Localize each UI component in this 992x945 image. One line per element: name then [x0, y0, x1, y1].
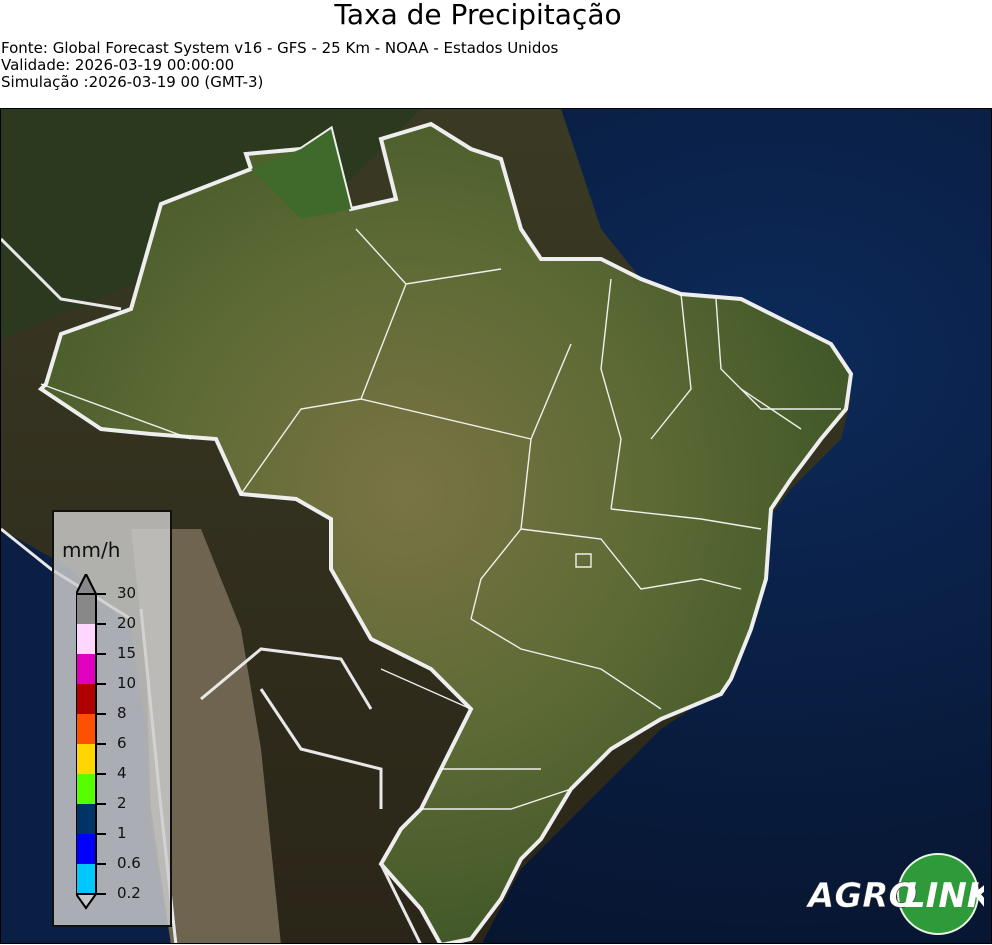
precipitation-map	[0, 108, 992, 944]
colorbar-bin	[76, 594, 96, 624]
colorbar-bin	[76, 864, 96, 894]
colorbar-bin	[76, 804, 96, 834]
basemap	[1, 109, 854, 943]
colorbar-bin	[76, 714, 96, 744]
svg-text:LINK: LINK	[904, 876, 984, 916]
agrolink-logo: AGRO LINK	[805, 852, 992, 936]
colorbar-extend-min	[76, 893, 98, 910]
colorbar-tick-label: 10	[117, 674, 137, 692]
colorbar-tick-label: 4	[117, 764, 127, 782]
colorbar-tick-label: 20	[117, 614, 137, 632]
colorbar-tick-label: 0.2	[117, 884, 141, 902]
colorbar-extend-max	[76, 574, 98, 595]
colorbar-bin	[76, 684, 96, 714]
map-title: Taxa de Precipitação	[334, 0, 622, 31]
colorbar-bin	[76, 774, 96, 804]
colorbar-bin	[76, 834, 96, 864]
colorbar	[76, 574, 106, 910]
colorbar-tick-label: 6	[117, 734, 127, 752]
colorbar-legend: mm/h 30 20 15 10 8 6 4 2 1 0.6 0.2	[52, 510, 172, 927]
source-text: Fonte: Global Forecast System v16 - GFS …	[1, 39, 559, 57]
colorbar-bin	[76, 654, 96, 684]
colorbar-bin	[76, 744, 96, 774]
colorbar-tick-label: 2	[117, 794, 127, 812]
map-metadata: Fonte: Global Forecast System v16 - GFS …	[1, 40, 558, 91]
colorbar-tick-label: 30	[117, 584, 137, 602]
svg-text:AGRO: AGRO	[806, 876, 917, 916]
validity-text: Validade: 2026-03-19 00:00:00	[1, 56, 235, 74]
colorbar-bin	[76, 624, 96, 654]
simulation-text: Simulação :2026-03-19 00 (GMT-3)	[1, 73, 264, 91]
brazil-territory	[37, 121, 854, 943]
colorbar-tick-label: 0.6	[117, 854, 141, 872]
legend-unit: mm/h	[62, 538, 121, 562]
colorbar-tick-label: 1	[117, 824, 127, 842]
colorbar-tick-label: 15	[117, 644, 137, 662]
state-borders	[40, 228, 841, 810]
colorbar-tick-label: 8	[117, 704, 127, 722]
